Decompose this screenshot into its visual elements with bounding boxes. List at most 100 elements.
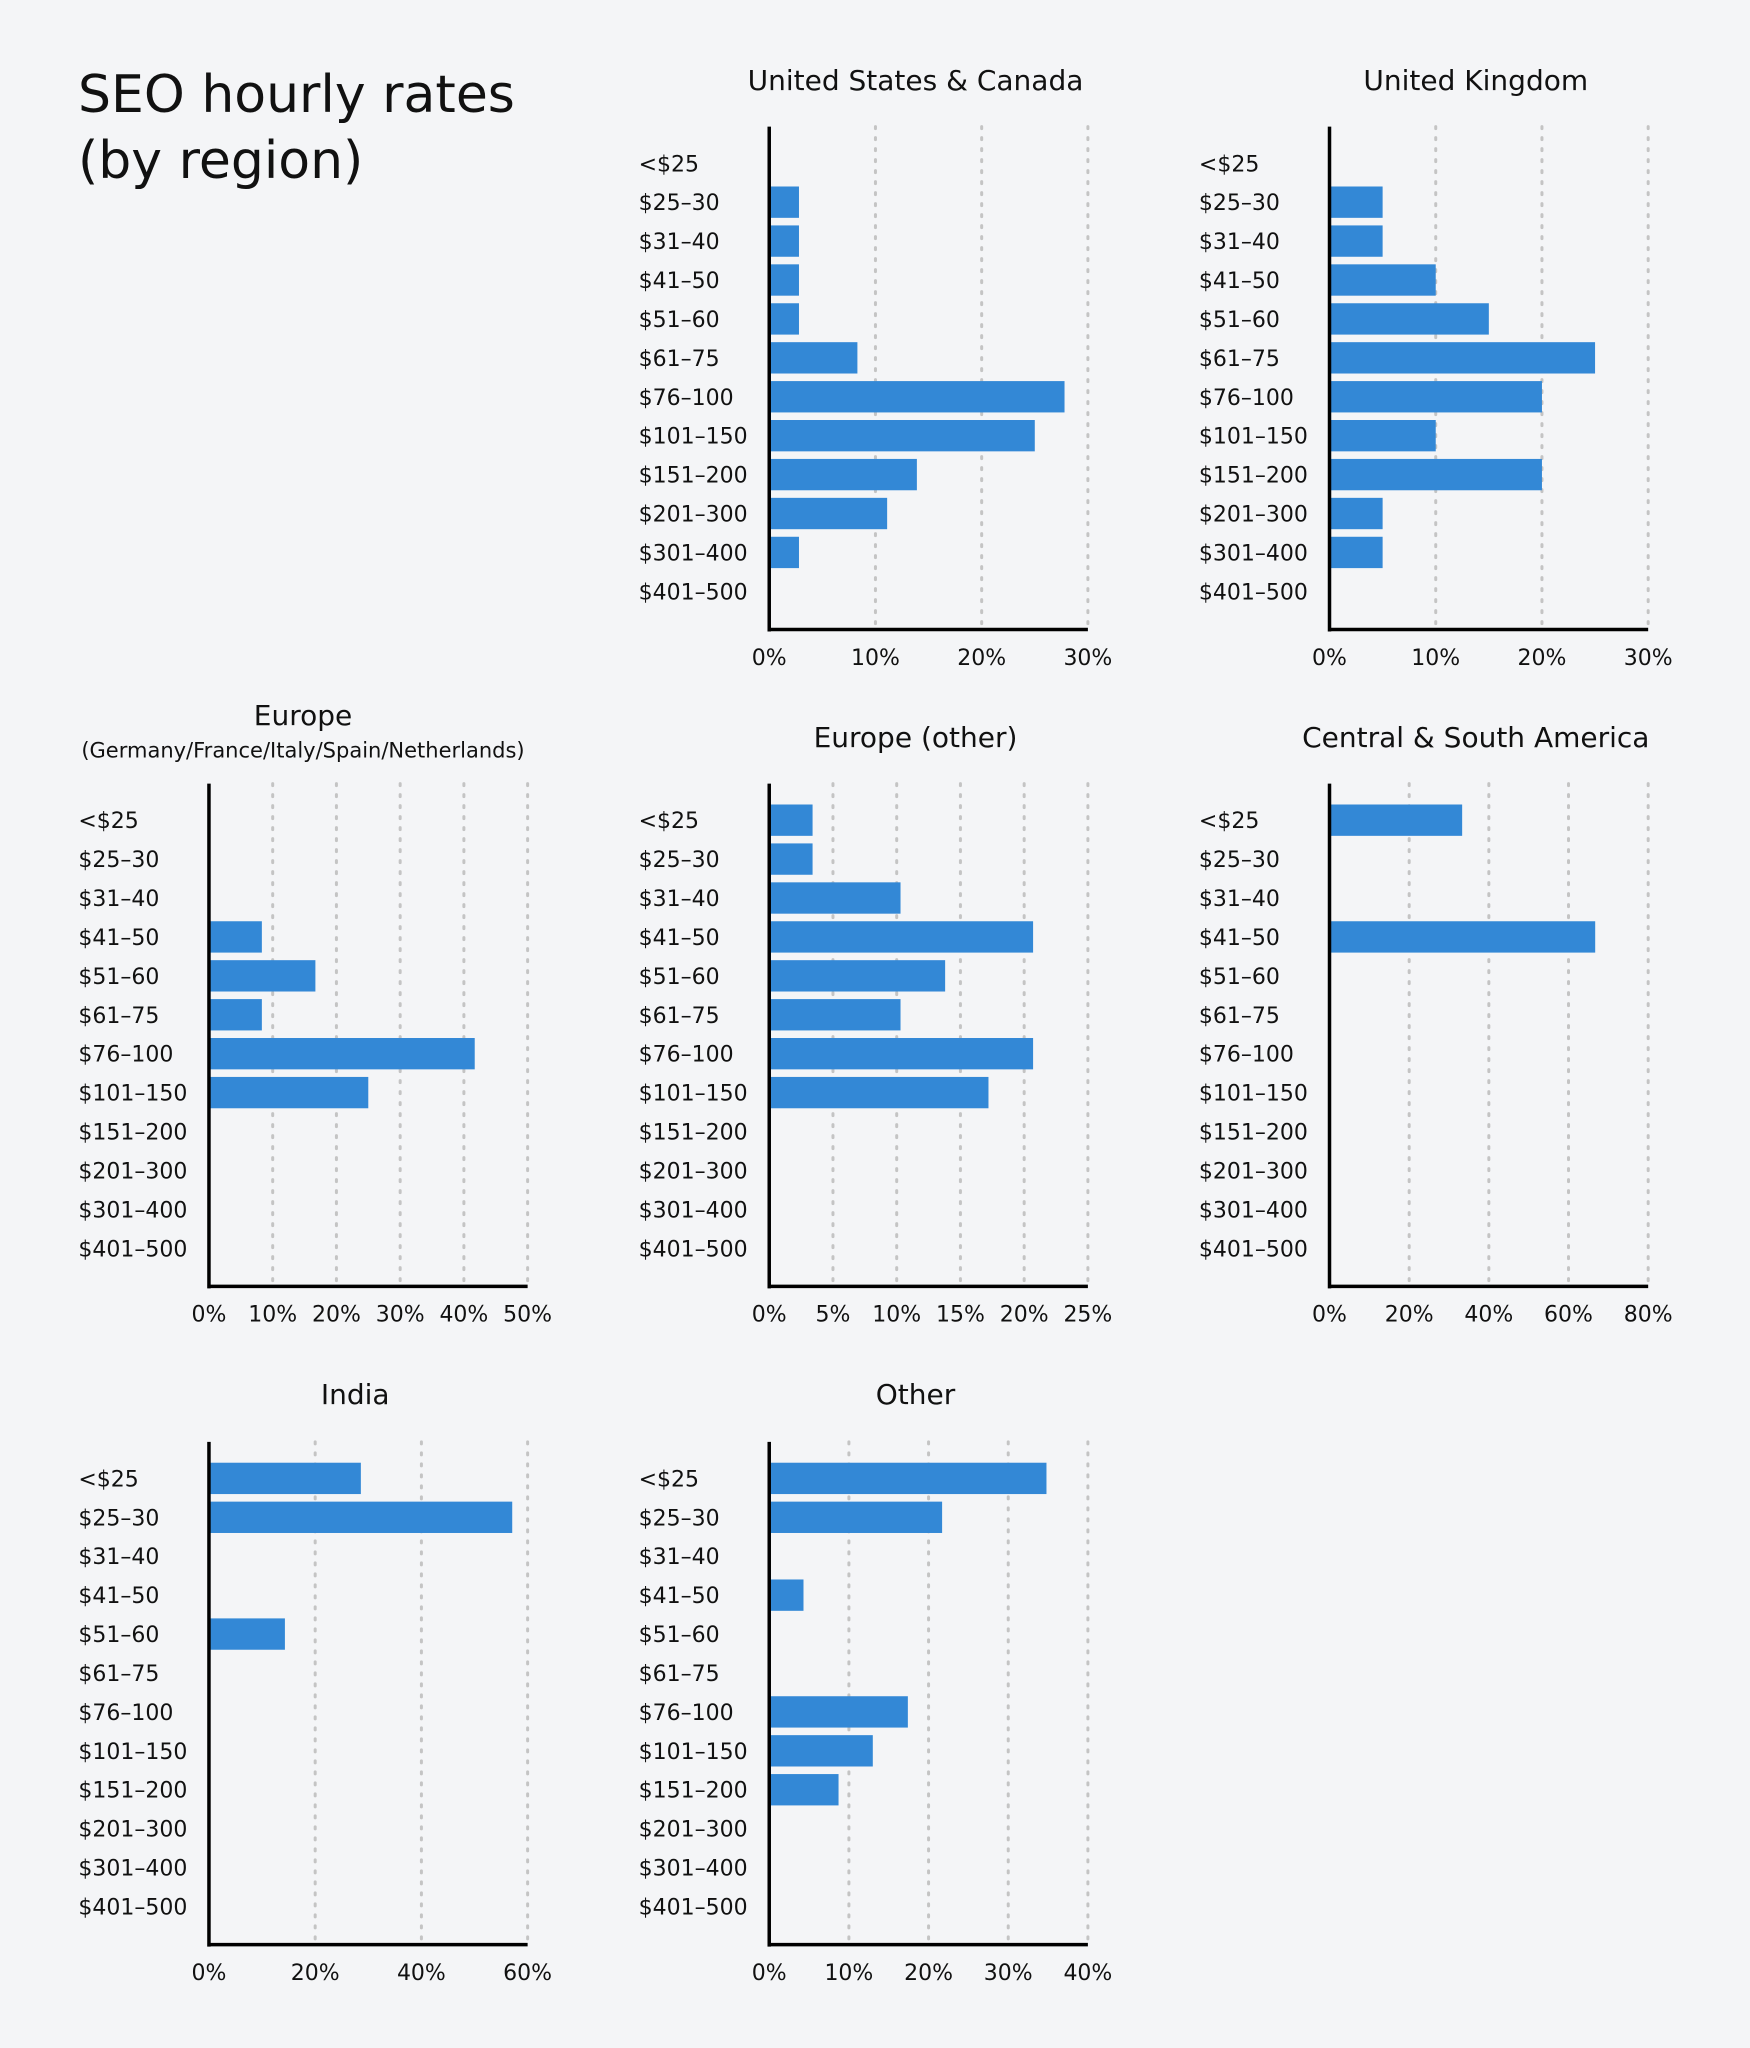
chart-title: Europe (other)	[814, 721, 1018, 754]
category-label: $51–60	[639, 308, 720, 333]
bar	[769, 882, 901, 914]
category-label: $401–500	[1199, 1237, 1308, 1262]
bar	[769, 921, 1034, 953]
category-label: $25–30	[1199, 848, 1280, 873]
x-tick-label: 40%	[397, 1961, 446, 1986]
bar	[1329, 804, 1463, 836]
bar	[1329, 342, 1596, 374]
category-label: $76–100	[78, 1043, 173, 1068]
category-label: $101–150	[639, 425, 748, 450]
bar	[769, 1076, 989, 1109]
category-label: $51–60	[1199, 308, 1280, 333]
chart-panel: Europe (other) 0% 5% 10% 15% 20% 25% <$25 $25–30…	[639, 721, 1113, 1328]
x-tick-label: 30%	[1063, 646, 1112, 671]
bar	[1329, 225, 1383, 257]
x-tick-label: 0%	[752, 1303, 787, 1328]
category-label: <$25	[78, 1467, 138, 1492]
category-label: $76–100	[78, 1701, 173, 1726]
x-tick-label: 30%	[376, 1303, 425, 1328]
category-label: $301–400	[78, 1198, 187, 1223]
category-label: $301–400	[78, 1857, 187, 1882]
category-label: $301–400	[639, 541, 748, 566]
page-title-line-1: SEO hourly rates	[78, 65, 515, 125]
chart-panel: United States & Canada 0% 10% 20% 30% <$25 $25…	[639, 64, 1113, 671]
chart-title: Other	[876, 1378, 956, 1411]
category-label: $151–200	[78, 1779, 187, 1804]
x-tick-label: 0%	[752, 1961, 787, 1986]
x-tick-label: 10%	[248, 1303, 297, 1328]
x-tick-label: 10%	[872, 1303, 921, 1328]
x-tick-label: 30%	[984, 1961, 1033, 1986]
bar	[769, 536, 799, 569]
bar	[769, 1038, 1034, 1070]
category-label: <$25	[639, 152, 699, 177]
bar	[208, 1618, 285, 1650]
category-label: $61–75	[1199, 347, 1280, 372]
category-label: $151–200	[1199, 464, 1308, 489]
category-label: $25–30	[639, 848, 720, 873]
chart-panel: Europe (Germany/France/Italy/Spain/Nether…	[78, 699, 552, 1328]
bar	[1329, 303, 1489, 335]
category-label: <$25	[639, 809, 699, 834]
x-tick-label: 0%	[1312, 1303, 1347, 1328]
x-tick-label: 20%	[312, 1303, 361, 1328]
bar	[769, 225, 799, 257]
category-label: $76–100	[1199, 386, 1294, 411]
bar	[769, 999, 901, 1031]
category-label: $76–100	[639, 1043, 734, 1068]
category-label: $301–400	[1199, 541, 1308, 566]
bar	[769, 843, 813, 875]
category-label: $101–150	[78, 1740, 187, 1765]
category-label: $76–100	[1199, 1043, 1294, 1068]
x-tick-label: 40%	[439, 1303, 488, 1328]
category-label: $25–30	[78, 1506, 159, 1531]
category-label: $101–150	[78, 1082, 187, 1107]
bar	[769, 804, 813, 836]
category-label: $201–300	[639, 1159, 748, 1184]
bar	[1329, 264, 1436, 296]
category-label: $41–50	[639, 1584, 720, 1609]
x-tick-label: 20%	[957, 646, 1006, 671]
category-label: $151–200	[1199, 1121, 1308, 1146]
page-title-line-2: (by region)	[78, 131, 364, 191]
category-label: $41–50	[1199, 269, 1280, 294]
category-label: $401–500	[639, 1237, 748, 1262]
bar	[769, 303, 799, 335]
x-tick-label: 10%	[1411, 646, 1460, 671]
bar	[1329, 921, 1596, 953]
bar	[769, 1774, 839, 1806]
x-tick-label: 40%	[1063, 1961, 1112, 1986]
bar	[769, 1501, 943, 1533]
category-label: $31–40	[639, 230, 720, 255]
bar	[769, 420, 1035, 452]
bar	[769, 186, 799, 218]
category-label: $401–500	[639, 1895, 748, 1920]
x-tick-label: 5%	[816, 1303, 851, 1328]
category-label: <$25	[1199, 152, 1259, 177]
x-tick-label: 10%	[851, 646, 900, 671]
chart-title: United Kingdom	[1363, 64, 1588, 97]
x-tick-label: 60%	[503, 1961, 552, 1986]
category-label: $151–200	[78, 1121, 187, 1146]
category-label: $61–75	[639, 1662, 720, 1687]
category-label: $51–60	[78, 965, 159, 990]
category-label: $76–100	[639, 386, 734, 411]
category-label: $101–150	[1199, 425, 1308, 450]
chart-panel: India 0% 20% 40% 60% <$25 $25–30 $31–40 $41–50 $5…	[78, 1378, 552, 1986]
category-label: $61–75	[639, 1004, 720, 1029]
x-tick-label: 25%	[1063, 1303, 1112, 1328]
category-label: $31–40	[1199, 887, 1280, 912]
x-tick-label: 0%	[192, 1303, 227, 1328]
category-label: <$25	[639, 1467, 699, 1492]
category-label: $41–50	[78, 1584, 159, 1609]
category-label: $41–50	[639, 269, 720, 294]
category-label: $51–60	[639, 1623, 720, 1648]
bar	[769, 1696, 908, 1728]
category-label: $401–500	[1199, 580, 1308, 605]
bar	[208, 921, 262, 953]
chart-title: United States & Canada	[748, 64, 1084, 97]
bar	[208, 999, 262, 1031]
x-tick-label: 15%	[936, 1303, 985, 1328]
category-label: <$25	[78, 809, 138, 834]
bar	[208, 1501, 513, 1533]
